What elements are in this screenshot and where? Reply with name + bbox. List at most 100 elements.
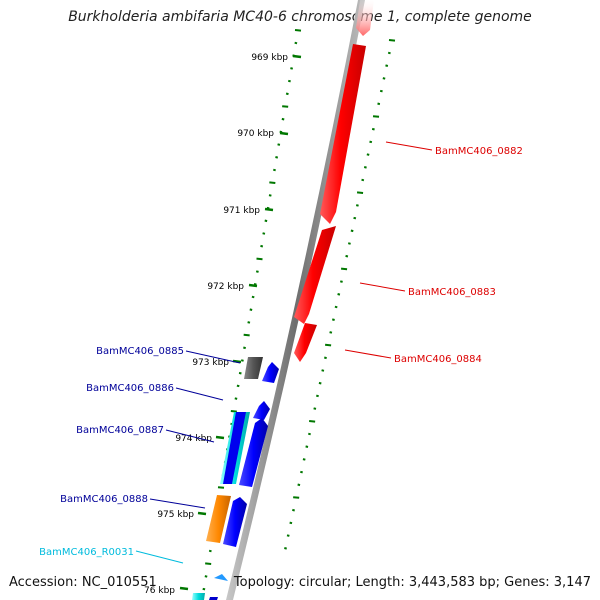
tick-label-970: 970 kbp [237, 129, 274, 139]
scale-dot [275, 156, 279, 159]
scale-dot [260, 244, 264, 248]
scale-dot [294, 29, 302, 32]
gene-arrow-0884 [294, 323, 317, 362]
gene-label-r0031[interactable]: BamMC406_R0031 [39, 547, 134, 558]
tick-label-971: 971 kbp [223, 206, 260, 216]
gene-label-0882[interactable]: BamMC406_0882 [435, 146, 523, 157]
gene-label-0888[interactable]: BamMC406_0888 [60, 494, 148, 505]
scale-dot [339, 280, 343, 283]
scale-dot [256, 257, 263, 261]
leader-0886 [175, 387, 224, 401]
scale-dot [273, 168, 276, 172]
gene-arrow-bottom-blue [209, 597, 218, 600]
scale-dot [286, 534, 290, 537]
scale-tick-972: 972 kbp [207, 282, 258, 292]
gene-arrow-0886 [253, 401, 270, 420]
scale-tick-971: 971 kbp [223, 206, 274, 216]
scale-dot [302, 458, 306, 461]
scale-dot [285, 92, 289, 96]
scale-dot [204, 575, 208, 578]
leader-0885 [185, 350, 241, 364]
scale-dot [217, 486, 225, 489]
scale-dot [255, 270, 259, 273]
scale-dot [289, 521, 293, 525]
scale-dot [236, 384, 240, 388]
tick-label-969: 969 kbp [251, 53, 288, 63]
scale-dot [284, 547, 287, 550]
scale-dot [347, 242, 351, 245]
scale-dot [369, 140, 373, 144]
scale-dot [290, 67, 294, 70]
tick-label-975: 975 kbp [157, 510, 194, 520]
tick-label-972: 972 kbp [207, 282, 244, 292]
scale-dot [305, 445, 309, 448]
gene-label-0884[interactable]: BamMC406_0884 [394, 354, 482, 365]
tick-label-973: 973 kbp [192, 358, 229, 368]
scale-dot [308, 432, 311, 436]
map-title: Burkholderia ambifaria MC40-6 chromosome… [68, 9, 532, 25]
scale-dot [262, 232, 266, 235]
scale-dot [366, 153, 370, 156]
scale-dot [318, 381, 322, 385]
scale-tick-976: 76 kbp [144, 586, 189, 596]
scale-dot [324, 356, 327, 360]
scale-dot [377, 102, 381, 106]
gene-arrow-0882 [320, 44, 366, 224]
scale-dot [361, 178, 365, 182]
scale-dot [292, 508, 295, 512]
scale-dot [264, 219, 268, 223]
scale-dot [329, 331, 333, 334]
scale-dot [230, 410, 237, 413]
scale-dot [238, 371, 242, 375]
scale-tick-975: 975 kbp [157, 510, 207, 520]
scale-dot [208, 549, 212, 553]
gene-arrow-top-partial [356, 0, 374, 36]
scale-dot [313, 407, 317, 410]
scale-dot [269, 181, 276, 184]
gene-label-0885[interactable]: BamMC406_0885 [96, 346, 184, 357]
gene-label-0887[interactable]: BamMC406_0887 [76, 425, 164, 436]
tick-label-974: 974 kbp [175, 434, 212, 444]
scale-dot [300, 470, 303, 474]
scale-dot [293, 496, 300, 499]
gene-arrow-0887b [239, 418, 268, 487]
scale-dot [240, 359, 244, 362]
scale-dot [371, 127, 375, 131]
gene-arrow-orange [206, 495, 231, 543]
scale-dot [387, 51, 391, 55]
scale-tick-970: 970 kbp [237, 129, 289, 139]
leader-0883 [359, 282, 406, 292]
scale-dot [382, 77, 386, 80]
scale-dot [243, 346, 246, 350]
genome-summary-text: Topology: circular; Length: 3,443,583 bp… [233, 575, 591, 590]
scale-dot [325, 343, 332, 347]
gene-arrow-0888 [223, 497, 247, 547]
scale-dot [243, 333, 250, 337]
tick-label-976: 76 kbp [144, 586, 175, 596]
scale-dot [205, 562, 212, 565]
gene-arrow-r0031 [214, 574, 228, 581]
gene-arrow-0885 [262, 362, 279, 383]
scale-dot [288, 79, 291, 83]
scale-dot [379, 89, 383, 93]
gene-label-0883[interactable]: BamMC406_0883 [408, 287, 496, 298]
chromosome-backbone [226, 0, 365, 600]
scale-dot [345, 254, 349, 258]
scale-dot [253, 283, 257, 286]
scale-dot [363, 166, 367, 169]
scale-dot [355, 204, 359, 207]
scale-dot [356, 191, 364, 194]
scale-dot [340, 267, 348, 271]
scale-tick-973: 973 kbp [192, 358, 242, 368]
scale-dot [353, 216, 357, 220]
accession-text: Accession: NC_010551 [9, 575, 157, 590]
scale-dot [294, 41, 298, 45]
scale-dot [388, 39, 396, 42]
scale-dot [251, 295, 255, 299]
scale-dot [321, 369, 325, 372]
gene-label-0886[interactable]: BamMC406_0886 [86, 383, 174, 394]
scale-dot [277, 143, 281, 146]
gene-arrow-0883 [294, 226, 336, 324]
scale-dot [249, 308, 253, 311]
scale-dot [234, 397, 238, 400]
